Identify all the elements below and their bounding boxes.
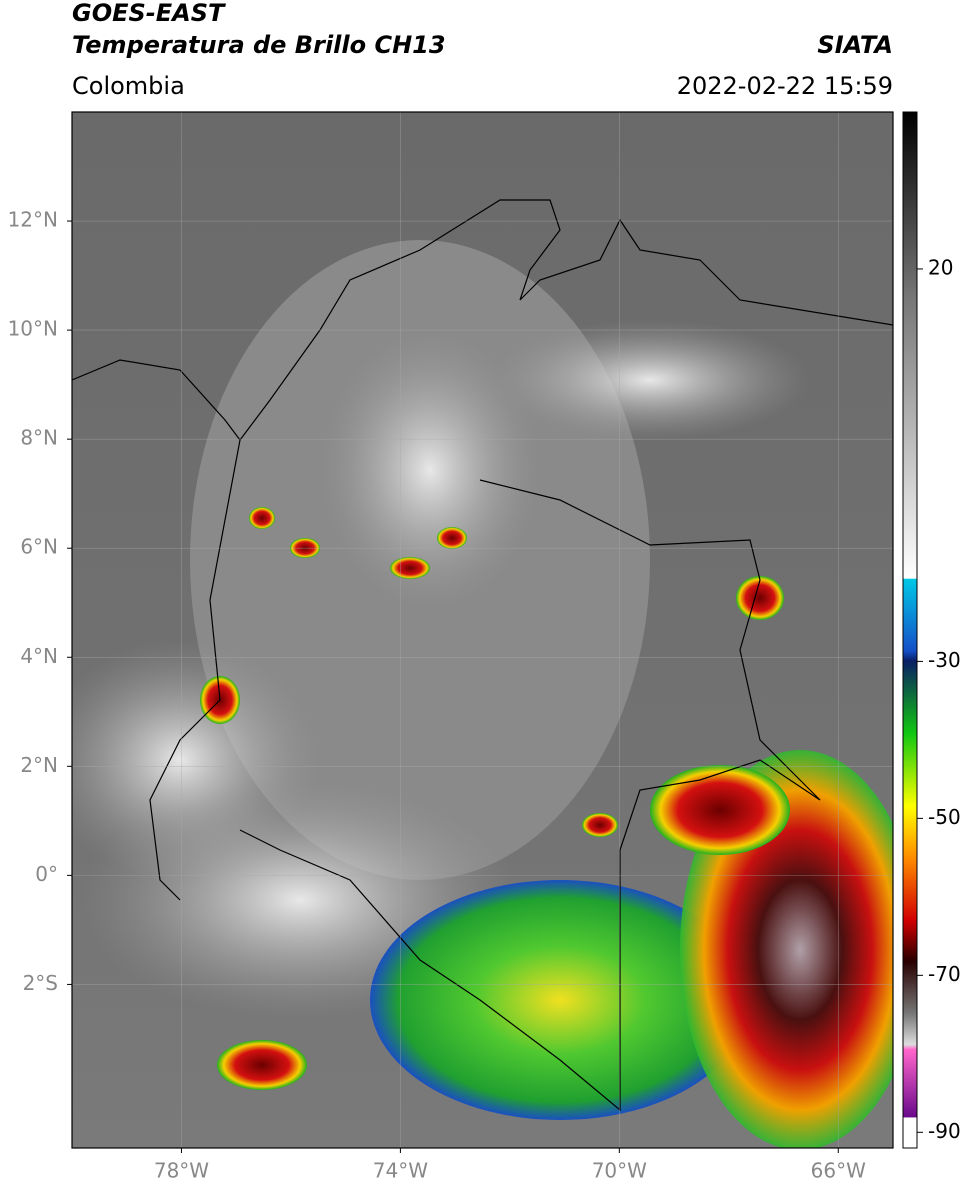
storm-cell bbox=[736, 576, 784, 620]
colorbar-label: -50 bbox=[928, 805, 961, 829]
colorbar-label: -30 bbox=[928, 648, 961, 672]
colorbar-label: -90 bbox=[928, 1119, 961, 1143]
lon-tick-label: 66°W bbox=[811, 1159, 866, 1183]
colorbar bbox=[902, 111, 918, 1149]
subtitle: Temperatura de Brillo CH13 bbox=[72, 31, 446, 59]
storm-cell bbox=[650, 765, 790, 855]
lat-tick-label: 8°N bbox=[20, 426, 58, 450]
lat-tick-label: 2°N bbox=[20, 753, 58, 777]
lat-tick-label: 2°S bbox=[23, 971, 58, 995]
source: SIATA bbox=[817, 31, 893, 59]
datetime: 2022-02-22 15:59 bbox=[677, 72, 893, 100]
lon-tick-label: 70°W bbox=[592, 1159, 647, 1183]
storm-cell bbox=[390, 557, 430, 579]
lat-tick-label: 10°N bbox=[8, 317, 58, 341]
border bbox=[239, 479, 821, 1112]
coastline bbox=[72, 199, 893, 441]
grid bbox=[72, 112, 893, 1148]
storm-cell bbox=[437, 527, 467, 549]
lat-tick-label: 0° bbox=[35, 862, 58, 886]
storm-cell bbox=[249, 507, 275, 529]
storm-cell bbox=[582, 813, 618, 837]
lat-tick-label: 4°N bbox=[20, 644, 58, 668]
storm-cell bbox=[217, 1040, 307, 1090]
region: Colombia bbox=[72, 72, 185, 100]
storm-area bbox=[370, 880, 750, 1120]
cloud bbox=[490, 320, 810, 440]
cloud bbox=[320, 330, 540, 610]
lat-tick-label: 6°N bbox=[20, 535, 58, 559]
lon-tick-label: 74°W bbox=[373, 1159, 428, 1183]
map-frame bbox=[71, 111, 894, 1149]
coastline bbox=[149, 439, 241, 901]
lon-tick-label: 78°W bbox=[154, 1159, 209, 1183]
title: GOES-EAST bbox=[72, 0, 226, 27]
lat-tick-label: 12°N bbox=[8, 208, 58, 232]
map-image bbox=[72, 112, 893, 1148]
colorbar-label: -70 bbox=[928, 962, 961, 986]
colorbar-label: 20 bbox=[928, 255, 953, 279]
